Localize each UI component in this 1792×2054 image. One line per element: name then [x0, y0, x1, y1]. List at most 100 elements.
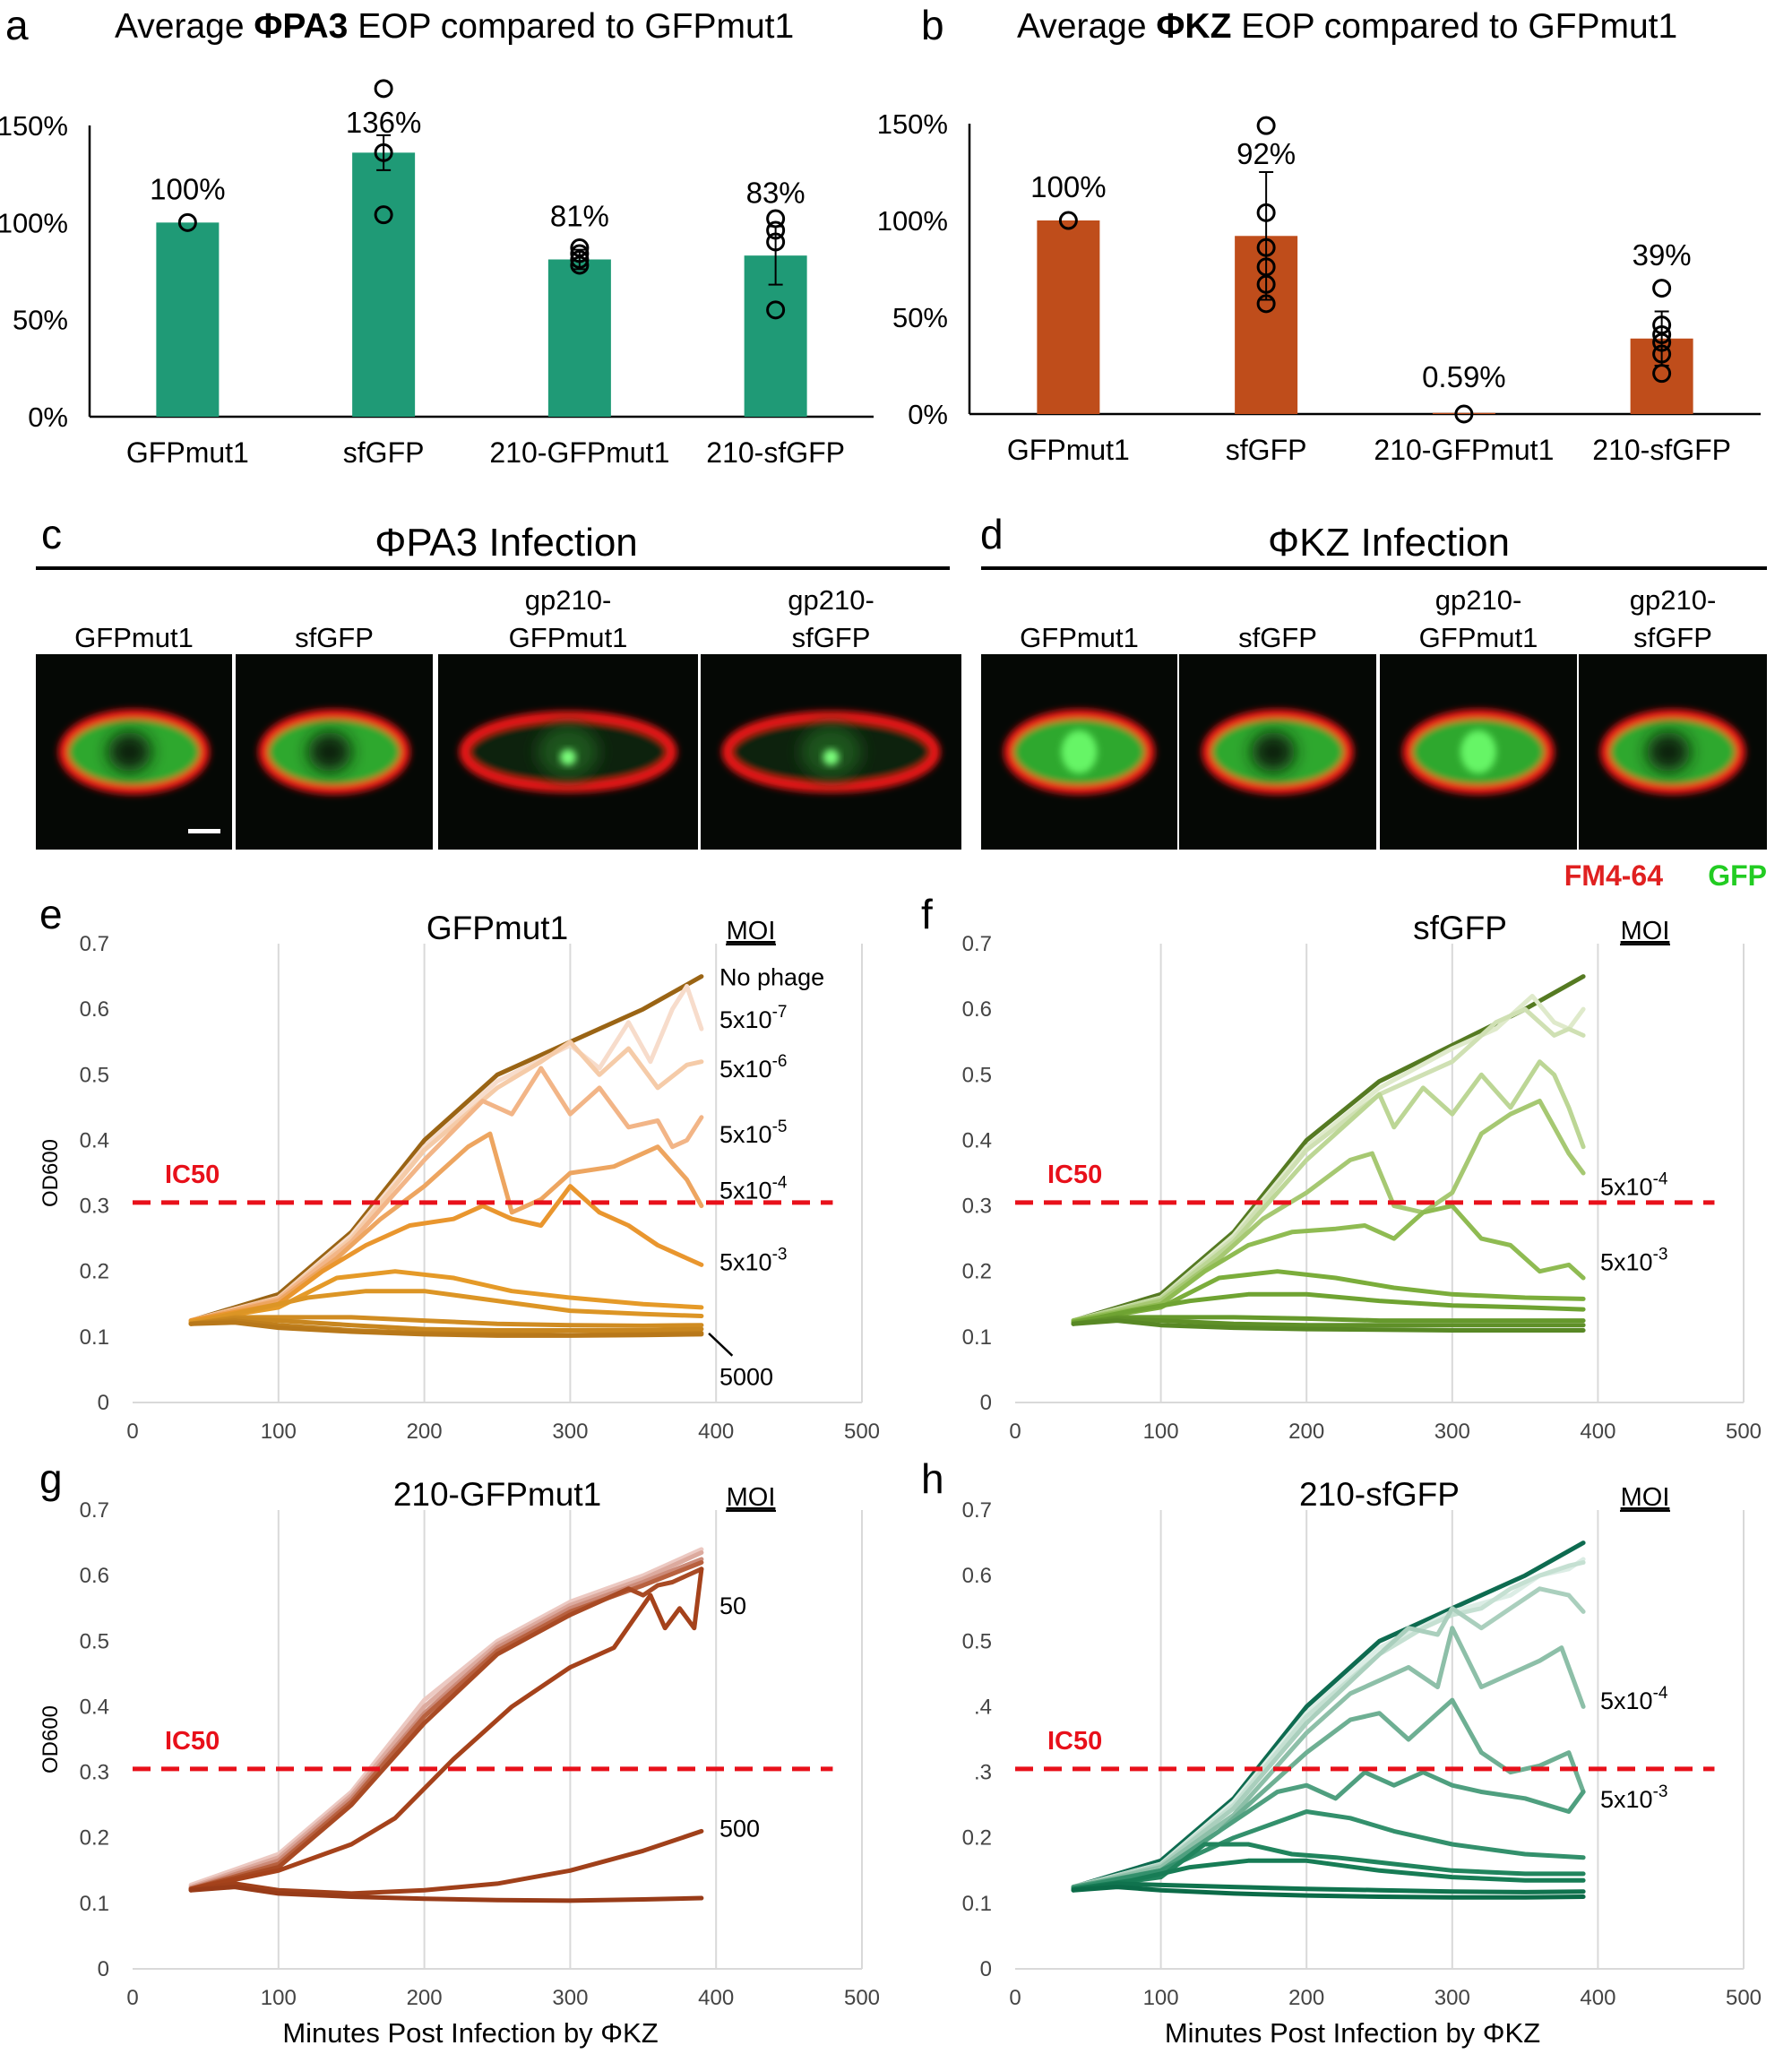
series-line [1071, 1006, 1586, 1324]
y-tick-label: 0.7 [80, 932, 109, 956]
nucleus-dark [1252, 732, 1295, 772]
x-tick-label: 300 [552, 1420, 588, 1444]
moi-annotation: 5x10-3 [1600, 1782, 1667, 1813]
moi-exponent: -4 [1653, 1170, 1668, 1189]
series-line [188, 1289, 704, 1325]
ic50-label: IC50 [165, 1727, 220, 1756]
panel-letter: b [921, 2, 944, 48]
nucleus-dark [1647, 732, 1690, 772]
moi-base: 5x10 [719, 1056, 772, 1083]
series-line [1071, 1318, 1586, 1333]
series-line [1071, 1099, 1586, 1324]
x-tick-label: 100 [261, 1420, 297, 1444]
gfp-focus [823, 749, 840, 765]
x-tick-label: 200 [1288, 1986, 1324, 2010]
replicate-point [1652, 364, 1672, 384]
y-axis-label: OD600 [39, 1705, 63, 1774]
replicate-point [570, 250, 590, 269]
value-label: 100% [1030, 170, 1106, 203]
series-line [1071, 1586, 1586, 1890]
x-tick-label: 100 [1143, 1420, 1179, 1444]
panel-letter: d [980, 511, 1004, 557]
x-axis-label: Minutes Post Infection by ΦKZ [282, 2017, 658, 2049]
series-line [1071, 1842, 1586, 1892]
replicate-point [766, 209, 786, 229]
y-tick-label: 0.6 [80, 1564, 109, 1588]
series-line [188, 1040, 704, 1324]
category-label: 210-sfGFP [706, 436, 845, 469]
replicate-point [570, 244, 590, 263]
eop-panel-a: a Average ΦPA3 EOP compared to GFPmut1 0% 5… [0, 2, 874, 469]
x-tick-label: 500 [1726, 1420, 1762, 1444]
replicate-point [1256, 203, 1276, 222]
growth-panel-f: f sfGFP 0 100 200 300 400 500 0 0.1 0.2 0.3 0.4 0.5 0.… [921, 891, 1762, 1444]
panel-letter: e [39, 891, 63, 937]
series-line [188, 974, 704, 1324]
bar-210-GFPmut1 [547, 259, 611, 417]
replicate-point [1256, 257, 1276, 277]
moi-annotation: 5x10-5 [719, 1118, 787, 1148]
y-tick-label: 0.1 [80, 1892, 109, 1916]
moi-base: 5x10 [1600, 1786, 1653, 1813]
x-tick-label: 0 [126, 1986, 138, 2010]
image-label-line1: gp210- [788, 584, 874, 616]
moi-base: 5x10 [719, 1249, 772, 1276]
y-tick-label: 0.6 [962, 997, 992, 1022]
replicate-point [766, 300, 786, 320]
y-tick-label: 150% [0, 110, 68, 142]
series-line [188, 1566, 704, 1892]
y-tick-label: 0 [98, 1391, 109, 1415]
value-label: 83% [746, 177, 806, 210]
gfp-focus [1460, 730, 1496, 773]
y-tick-label: 0.1 [962, 1325, 992, 1350]
title-phage: ΦKZ [1156, 7, 1231, 46]
moi-exponent: -4 [1653, 1684, 1668, 1703]
bar-210-GFPmut1 [1432, 412, 1495, 414]
chart-title: 210-GFPmut1 [393, 1476, 601, 1513]
y-tick-label: 0.2 [962, 1826, 992, 1851]
panel-letter: g [39, 1455, 63, 1502]
moi-annotation: 5000 [719, 1364, 773, 1391]
image-label-line2: GFPmut1 [1419, 622, 1538, 653]
series-line [188, 1547, 704, 1887]
moi-exponent: -3 [1653, 1782, 1668, 1801]
moi-annotation: 5x10-7 [719, 1003, 787, 1033]
series-line [1071, 1269, 1586, 1325]
moi-exponent: -3 [772, 1246, 788, 1264]
y-tick-label: 0.7 [962, 932, 992, 956]
replicate-point [1652, 324, 1672, 344]
chart-title: GFPmut1 [426, 910, 568, 946]
image-label-line2: GFPmut1 [1020, 622, 1139, 653]
title-text: EOP compared to GFPmut1 [348, 7, 794, 46]
microscopy-panel-c: c ΦPA3 Infection GFPmut1 sfGFP gp210- GFPmut1… [36, 511, 961, 850]
x-tick-label: 400 [1580, 1986, 1615, 2010]
category-label: GFPmut1 [1007, 434, 1130, 466]
series-line [1071, 1626, 1586, 1890]
series-line [1071, 1858, 1586, 1892]
y-tick-label: 0.4 [962, 1128, 992, 1152]
eop-bar-charts: a Average ΦPA3 EOP compared to GFPmut1 0% 5… [0, 2, 1761, 469]
y-tick-label: 0.4 [80, 1128, 109, 1152]
replicate-point [374, 142, 393, 162]
category-label: 210-GFPmut1 [489, 436, 669, 469]
series-line [188, 1885, 704, 1903]
x-tick-label: 300 [1434, 1420, 1470, 1444]
chart-title: 210-sfGFP [1299, 1476, 1460, 1513]
panel-letter: f [921, 891, 933, 937]
moi-header: MOI [1621, 917, 1670, 945]
series-line [188, 984, 704, 1324]
ic50-label: IC50 [165, 1161, 220, 1189]
series-line [1071, 1540, 1586, 1890]
series-line [1071, 1204, 1586, 1324]
y-tick-label: 0 [98, 1957, 109, 1981]
series-line [1071, 1316, 1586, 1328]
replicate-point [1256, 294, 1276, 314]
y-tick-label: 0.5 [80, 1063, 109, 1087]
y-tick-label: 0.5 [962, 1063, 992, 1087]
moi-base: 5x10 [1600, 1249, 1653, 1276]
replicate-point [1652, 344, 1672, 364]
moi-annotation: 5x10-4 [1600, 1684, 1668, 1714]
category-label: sfGFP [343, 436, 425, 469]
